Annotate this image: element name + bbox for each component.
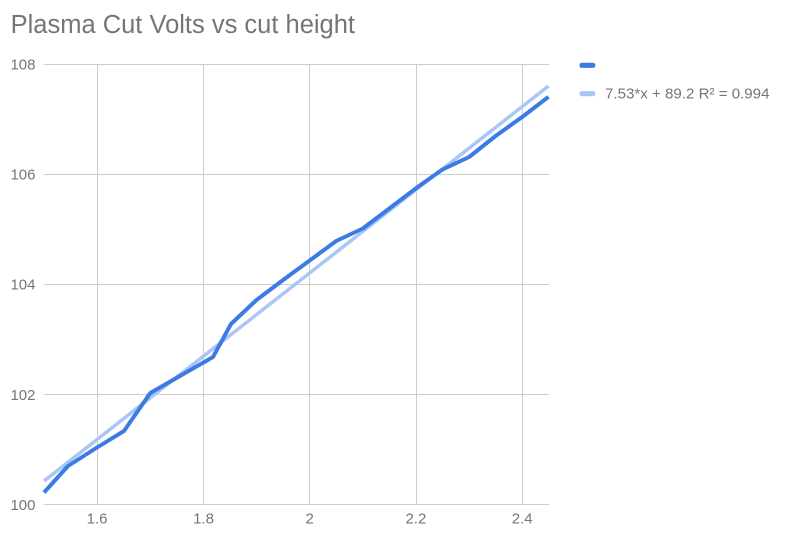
svg-text:108: 108 [10,57,35,74]
svg-text:2.2: 2.2 [405,511,426,528]
svg-text:7.53*x + 89.2 R² = 0.994: 7.53*x + 89.2 R² = 0.994 [605,86,769,103]
svg-text:104: 104 [10,277,35,294]
svg-text:100: 100 [10,497,35,514]
svg-text:2: 2 [306,511,314,528]
svg-text:Plasma Cut Volts vs cut height: Plasma Cut Volts vs cut height [11,11,355,39]
svg-text:102: 102 [10,387,35,404]
svg-text:1.8: 1.8 [193,511,214,528]
svg-text:2.4: 2.4 [512,511,533,528]
svg-text:1.6: 1.6 [87,511,108,528]
svg-text:106: 106 [10,167,35,184]
